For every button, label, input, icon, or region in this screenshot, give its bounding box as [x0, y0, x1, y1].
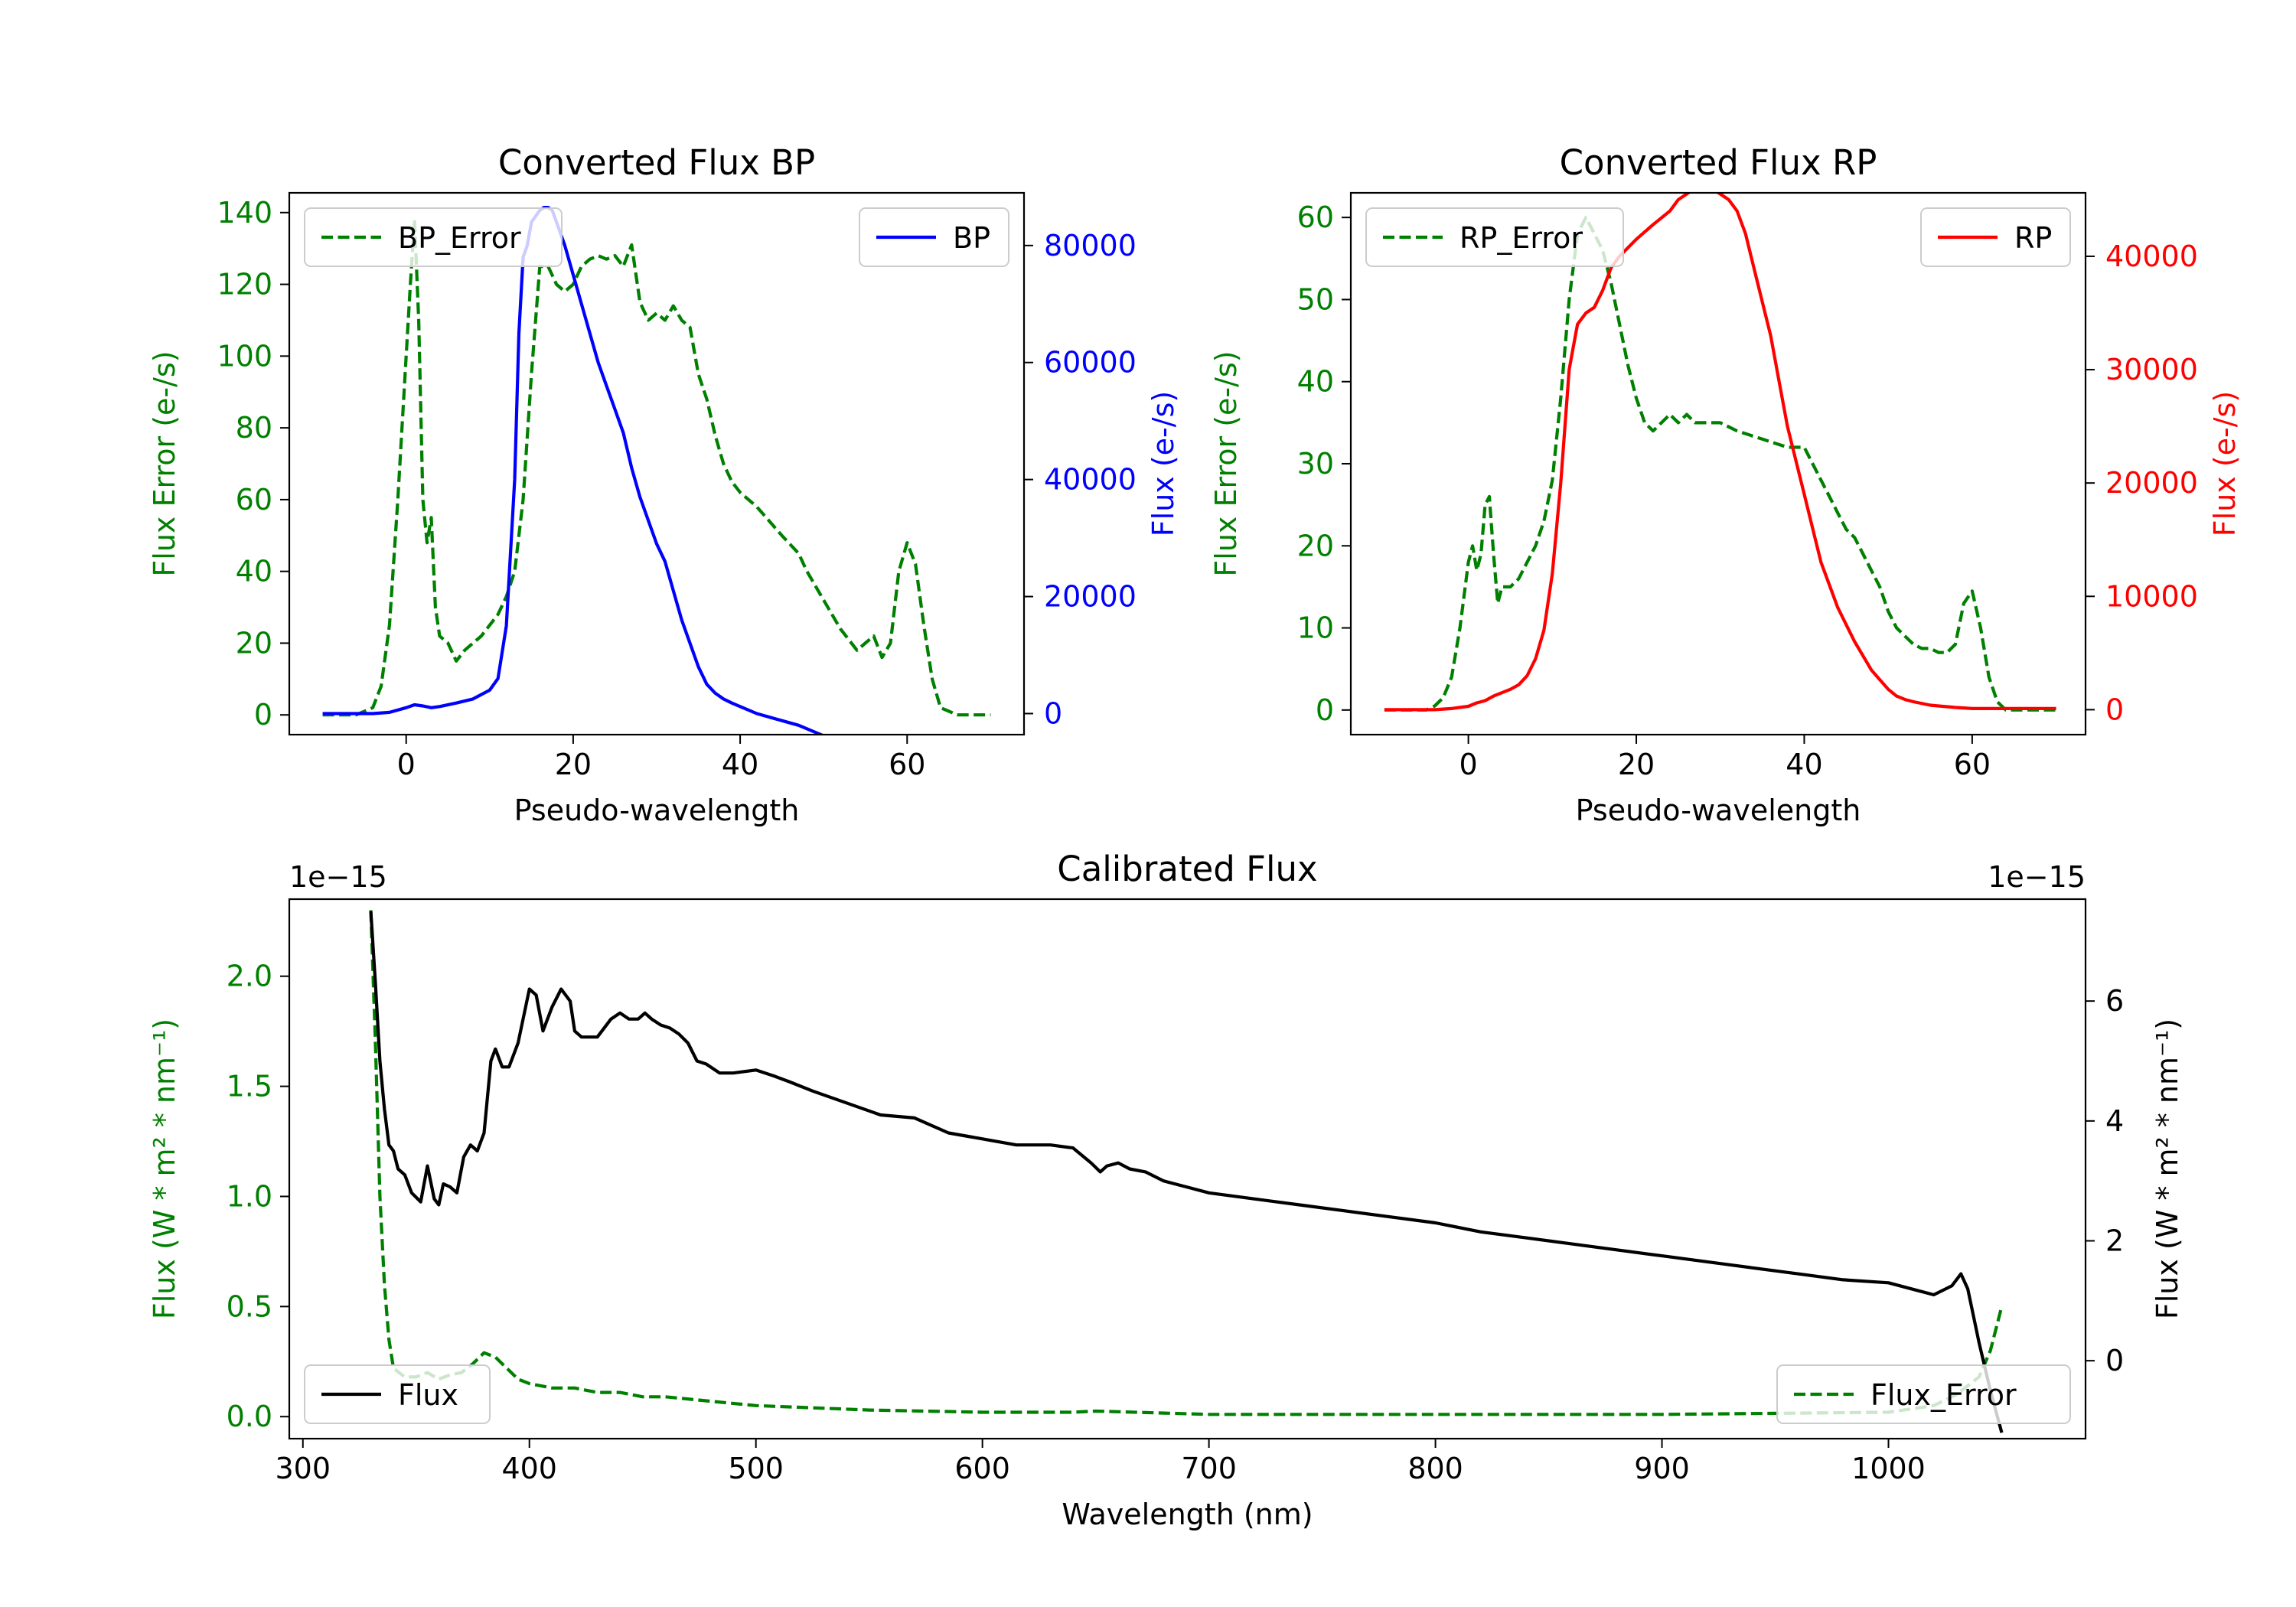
y-right-tick-label: 0 — [2105, 1344, 2124, 1377]
y-left-tick-label: 1.5 — [227, 1070, 272, 1103]
y-left-tick-label: 20 — [236, 626, 272, 660]
y-left-tick-label: 60 — [236, 483, 272, 517]
y-left-axis-label: Flux (W * m² * nm⁻¹) — [148, 1019, 181, 1319]
x-tick-label: 40 — [1786, 748, 1822, 781]
y-right-tick-label: 6 — [2105, 984, 2124, 1018]
legend-rp: RP — [1920, 207, 2071, 267]
chart-2: 0 20 40 60 0 10 20 30 40 50 60 0 10000 20000 30000 4000… — [1209, 142, 2242, 827]
y-left-offset-text: 1e−15 — [289, 860, 387, 894]
y-right-tick-label: 20000 — [2105, 466, 2198, 500]
y-left-axis-label: Flux Error (e-/s) — [148, 350, 181, 576]
x-tick-label: 0 — [397, 748, 416, 781]
y-left-tick-label: 0 — [1316, 693, 1334, 727]
y-left-tick-label: 30 — [1297, 447, 1334, 481]
legend-box — [304, 207, 563, 267]
x-tick-label: 0 — [1459, 748, 1478, 781]
legend-bp-error: BP_Error — [304, 207, 563, 267]
x-tick-label: 40 — [722, 748, 758, 781]
y-left-tick-label: 2.0 — [227, 960, 272, 993]
x-tick-label: 400 — [501, 1452, 557, 1485]
y-left-tick-label: 0.5 — [227, 1289, 272, 1323]
y-left-tick-label: 120 — [217, 268, 272, 302]
chart-title: Converted Flux BP — [498, 142, 815, 183]
x-tick-label: 20 — [1618, 748, 1655, 781]
y-right-tick-label: 60000 — [1044, 346, 1137, 380]
y-right-tick-label: 10000 — [2105, 579, 2198, 613]
y-left-tick-label: 140 — [217, 196, 272, 230]
y-right-tick-label: 4 — [2105, 1104, 2124, 1138]
legend-rp-error: RP_Error — [1365, 207, 1624, 267]
y-left-tick-label: 40 — [236, 555, 272, 588]
legend-label: Flux — [398, 1378, 458, 1412]
plot-frame — [288, 898, 2087, 1440]
y-left-axis-label: Flux Error (e-/s) — [1209, 350, 1243, 576]
y-left-tick-label: 100 — [217, 339, 272, 373]
y-left-tick-label: 80 — [236, 411, 272, 445]
x-tick-label: 500 — [728, 1452, 784, 1485]
y-left-tick-label: 0.0 — [227, 1400, 272, 1433]
legend-label: BP — [953, 221, 990, 255]
y-right-tick-label: 0 — [1044, 696, 1062, 730]
legend-flux: Flux — [304, 1364, 491, 1424]
x-tick-label: 800 — [1407, 1452, 1463, 1485]
x-tick-label: 300 — [275, 1452, 331, 1485]
y-right-axis-label: Flux (e-/s) — [1146, 391, 1180, 536]
series-line-rp — [1384, 193, 2056, 712]
chart-3: 300 400 500 600 700 800 900 1000 0.0 0.5 1.0 1.5 2.0… — [148, 849, 2184, 1531]
x-axis-label: Wavelength (nm) — [1062, 1498, 1313, 1531]
series-line-flux-error — [369, 910, 2004, 1416]
x-tick-label: 900 — [1634, 1452, 1690, 1485]
x-tick-label: 20 — [555, 748, 592, 781]
y-left-tick-label: 20 — [1297, 529, 1334, 562]
y-left-tick-label: 10 — [1297, 611, 1334, 645]
y-right-tick-label: 30000 — [2105, 353, 2198, 386]
y-right-tick-label: 40000 — [1044, 463, 1137, 497]
plot-frame — [288, 191, 1026, 736]
y-right-offset-text: 1e−15 — [1988, 860, 2086, 894]
y-right-tick-label: 0 — [2105, 693, 2124, 726]
x-axis-label: Pseudo-wavelength — [1576, 794, 1861, 827]
chart-title: Converted Flux RP — [1560, 142, 1877, 183]
x-tick-label: 60 — [1954, 748, 1991, 781]
legend-label: RP — [2014, 221, 2052, 255]
series-line-bp-error — [322, 218, 991, 717]
legend-label: Flux_Error — [1870, 1378, 2017, 1412]
y-left-tick-label: 40 — [1297, 365, 1334, 399]
x-tick-label: 700 — [1181, 1452, 1237, 1485]
y-right-tick-label: 2 — [2105, 1224, 2124, 1258]
series-line-bp — [322, 206, 827, 735]
y-right-tick-label: 20000 — [1044, 580, 1137, 614]
x-tick-label: 600 — [954, 1452, 1010, 1485]
chart-title: Calibrated Flux — [1057, 849, 1317, 889]
legend-bp: BP — [859, 207, 1009, 267]
series-line-flux — [369, 911, 2004, 1433]
legend-label: BP_Error — [398, 221, 521, 255]
plot-frame — [1349, 191, 2087, 736]
legend-flux-error: Flux_Error — [1776, 1364, 2071, 1424]
x-tick-label: 60 — [889, 748, 925, 781]
legend-box — [304, 1364, 491, 1424]
y-right-tick-label: 80000 — [1044, 229, 1137, 262]
y-left-tick-label: 60 — [1297, 200, 1334, 234]
y-left-tick-label: 1.0 — [227, 1179, 272, 1213]
chart-1: 0 20 40 60 0 20 40 60 80 100 120 140 0 20000 40000 6000… — [148, 142, 1180, 827]
legend-box — [1365, 207, 1624, 267]
x-axis-label: Pseudo-wavelength — [514, 794, 800, 827]
y-right-axis-label: Flux (W * m² * nm⁻¹) — [2151, 1019, 2184, 1319]
legend-label: RP_Error — [1459, 221, 1583, 255]
legend-box — [1776, 1364, 2071, 1424]
y-right-tick-label: 40000 — [2105, 240, 2198, 273]
x-tick-label: 1000 — [1851, 1452, 1926, 1485]
y-right-axis-label: Flux (e-/s) — [2208, 391, 2242, 536]
series-line-rp-error — [1384, 216, 2056, 712]
y-left-tick-label: 50 — [1297, 282, 1334, 316]
y-left-tick-label: 0 — [254, 698, 272, 732]
